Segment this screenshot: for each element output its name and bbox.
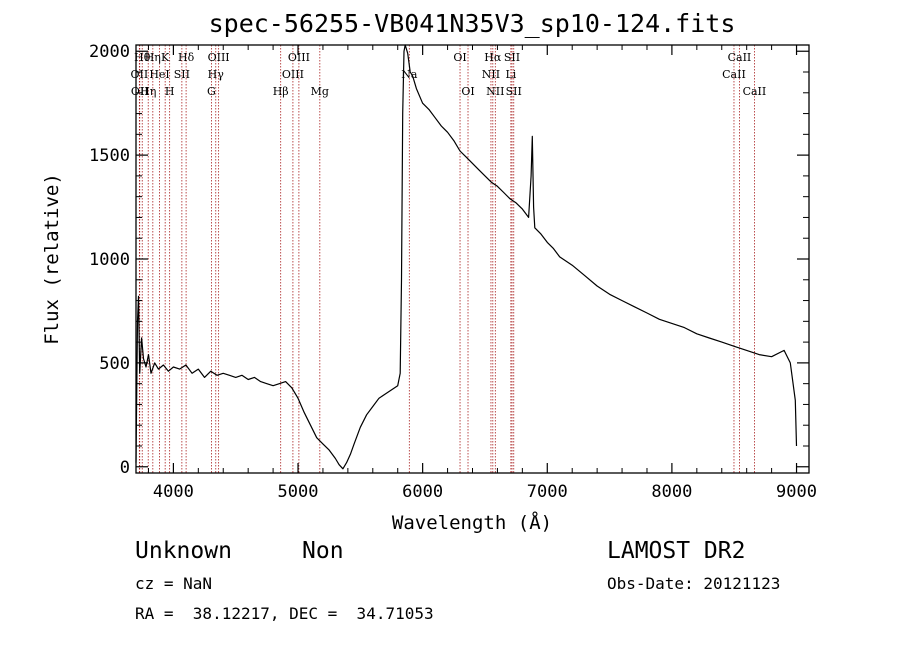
x-tick-label: 8000 [651, 482, 692, 502]
spectrum-line [135, 44, 798, 470]
line-marker-label: OIII [282, 68, 304, 81]
line-marker-label: OII [131, 68, 149, 81]
line-marker-label: Hγ [208, 68, 225, 81]
x-tick-label: 9000 [776, 482, 817, 502]
line-marker-label: Hη [145, 51, 161, 64]
line-marker-label: OII [131, 85, 149, 98]
line-marker-label: Hβ [273, 85, 289, 98]
line-marker-label: OI [453, 51, 466, 64]
line-marker-label: NII [486, 85, 504, 98]
y-tick-label: 1500 [89, 146, 130, 166]
line-marker-label: Hδ [178, 51, 195, 64]
object-subclass: Non [302, 538, 344, 564]
redshift-line: cz = NaN [135, 574, 213, 593]
y-tick-label: 2000 [89, 42, 130, 62]
line-marker-label: CaII [728, 51, 752, 64]
object-class: Unknown [135, 538, 232, 564]
line-marker-label: SII [174, 68, 190, 81]
x-axis-label: Wavelength (Å) [392, 511, 552, 534]
line-marker-label: K [161, 51, 170, 64]
x-tick-label: 5000 [278, 482, 319, 502]
y-axis-label: Flux (relative) [41, 173, 63, 345]
line-marker-label: Hα [484, 51, 502, 64]
obs-date-line: Obs-Date: 20121123 [607, 574, 781, 593]
x-tick-label: 4000 [153, 482, 194, 502]
line-marker-label: SII [506, 85, 522, 98]
line-marker-label: Hη [140, 85, 156, 98]
line-marker-label: SII [504, 51, 520, 64]
y-tick-label: 500 [99, 354, 130, 374]
plot-frame [135, 44, 810, 474]
x-tick-label: 7000 [527, 482, 568, 502]
line-marker-label: NII [482, 68, 500, 81]
line-marker-label: Hθ [134, 51, 151, 64]
line-marker-label: Li [505, 68, 516, 81]
line-marker-label: CaII [743, 85, 767, 98]
emission-line-labels: OIIOIIHθHηHηHeIKHSIIHδGHγOIIIHβOIIIOIIIM… [131, 51, 767, 98]
y-tick-label: 1000 [89, 250, 130, 270]
line-marker-label: G [207, 85, 216, 98]
chart-title: spec-56255-VB041N35V3_sp10-124.fits [209, 9, 736, 38]
line-marker-label: OIII [208, 51, 230, 64]
line-marker-label: Mg [311, 85, 329, 98]
x-tick-label: 6000 [402, 482, 443, 502]
coordinates-line: RA = 38.12217, DEC = 34.71053 [135, 604, 434, 623]
line-marker-label: H [165, 85, 175, 98]
emission-line-markers [138, 45, 755, 473]
line-marker-label: HeI [149, 68, 169, 81]
line-marker-label: OIII [288, 51, 310, 64]
y-tick-label: 0 [120, 458, 130, 478]
survey-name: LAMOST DR2 [607, 538, 746, 564]
line-marker-label: CaII [722, 68, 746, 81]
line-marker-label: OI [461, 85, 474, 98]
y-axis-ticks: 0 500 1000 1500 2000 [89, 42, 809, 478]
x-axis-ticks: 4000 5000 6000 7000 8000 9000 [147, 45, 817, 502]
